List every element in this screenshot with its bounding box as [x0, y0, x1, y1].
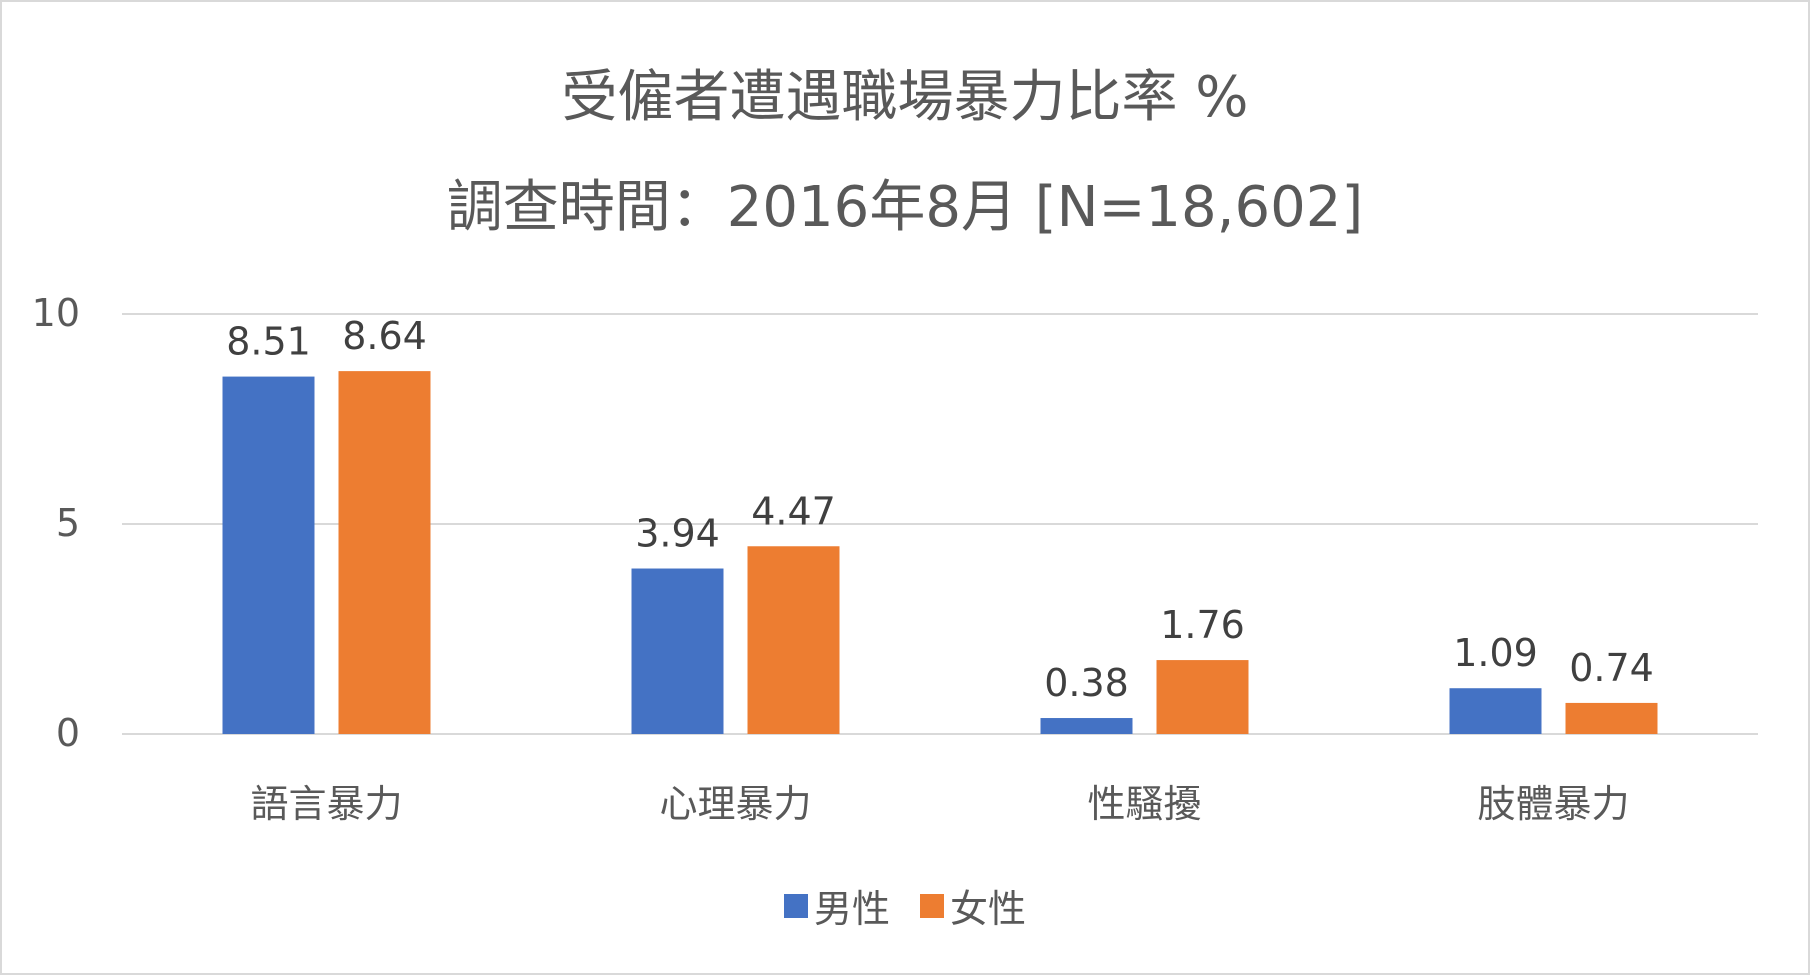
x-category-label: 心理暴力: [659, 782, 811, 826]
bar: [1449, 688, 1542, 734]
legend-label-male: 男性: [813, 887, 890, 931]
x-category-label: 性騷擾: [1087, 782, 1201, 826]
data-label: 1.09: [1453, 631, 1538, 675]
bar: [1156, 660, 1249, 734]
bar: [338, 371, 431, 734]
y-tick-label: 10: [32, 291, 80, 335]
legend-swatch-female: [920, 893, 944, 918]
data-label: 8.64: [342, 314, 427, 358]
bar: [1040, 718, 1133, 734]
x-category-label: 語言暴力: [250, 782, 402, 826]
chart-title: 受僱者遭遇職場暴力比率 %: [561, 65, 1249, 130]
legend-item-male: 男性: [783, 878, 890, 933]
bar: [1565, 702, 1658, 734]
data-label: 8.51: [226, 320, 311, 364]
data-label: 0.38: [1044, 661, 1129, 705]
legend: 男性 女性: [2, 878, 1808, 933]
y-tick-label: 0: [56, 711, 80, 755]
data-label: 1.76: [1160, 603, 1245, 647]
chart-subtitle: 調查時間：2016年8月 [N=18,602]: [446, 175, 1364, 240]
data-label: 0.74: [1569, 646, 1654, 690]
data-label: 3.94: [635, 512, 720, 556]
data-label: 4.47: [751, 489, 836, 533]
x-category-label: 肢體暴力: [1477, 782, 1629, 826]
legend-item-female: 女性: [920, 878, 1026, 933]
bar: [747, 546, 840, 734]
legend-label-female: 女性: [950, 887, 1027, 931]
bar: [631, 568, 724, 734]
bar: [222, 376, 315, 734]
legend-swatch-male: [783, 893, 808, 918]
y-tick-label: 5: [56, 501, 80, 545]
